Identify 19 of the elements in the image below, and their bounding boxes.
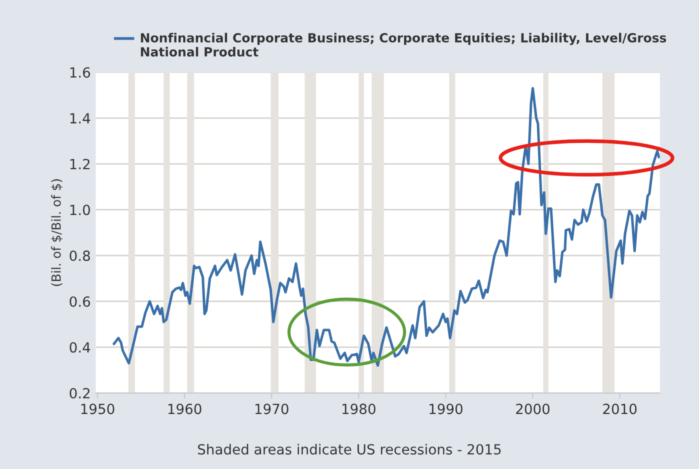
y-axis-title: (Bil. of $/Bil. of $) bbox=[51, 179, 62, 286]
y-tick-label: 1.2 bbox=[70, 158, 90, 170]
y-tick-label: 0.4 bbox=[70, 342, 90, 353]
x-tick-label: 1970 bbox=[255, 404, 288, 414]
legend-label: Nonfinancial Corporate Business; Corporate Equities; Liability, Level/Gross National Product bbox=[140, 32, 666, 57]
x-tick-label: 1990 bbox=[430, 404, 462, 414]
y-tick-label: 0.2 bbox=[70, 388, 90, 398]
x-tick-label: 2000 bbox=[516, 404, 550, 414]
y-tick-label: 0.6 bbox=[70, 296, 90, 307]
y-tick-label: 1.4 bbox=[70, 113, 90, 124]
x-tick-label: 1950 bbox=[81, 404, 114, 414]
x-tick-label: 1960 bbox=[168, 404, 202, 414]
x-tick-label: 1980 bbox=[342, 404, 376, 414]
y-tick-label: 1.6 bbox=[70, 67, 90, 78]
line-series bbox=[112, 87, 660, 367]
y-tick-label: 0.8 bbox=[70, 250, 90, 262]
y-tick-label: 1.0 bbox=[70, 204, 90, 216]
text: Shaded areas indicate US recessions - 2015 bbox=[198, 444, 501, 455]
x-tick-label: 2010 bbox=[603, 404, 637, 414]
